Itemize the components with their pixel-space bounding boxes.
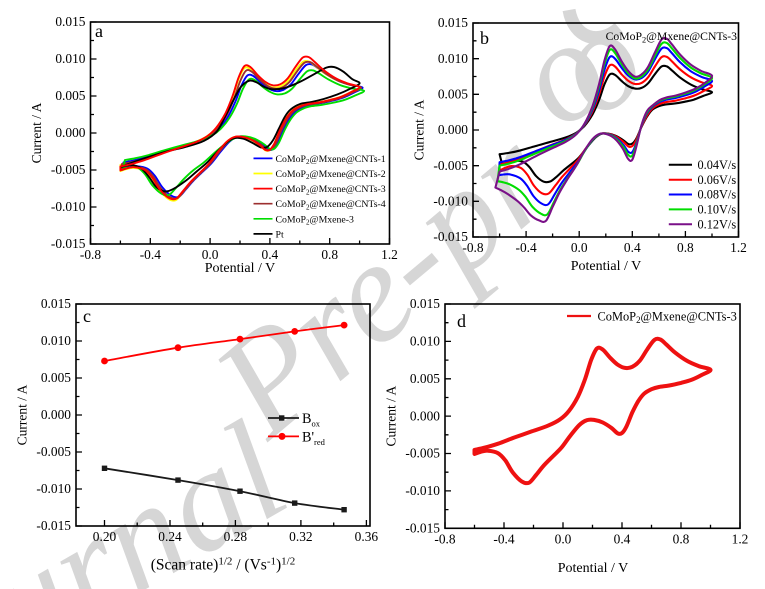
svg-text:1.2: 1.2 (381, 247, 398, 262)
svg-text:-0.015: -0.015 (51, 236, 86, 251)
svg-text:-0.005: -0.005 (405, 446, 440, 461)
svg-text:Current / A: Current / A (384, 385, 399, 446)
svg-text:CoMoP2@Mxene@CNTs-3: CoMoP2@Mxene@CNTs-3 (276, 184, 386, 196)
svg-text:0.000: 0.000 (55, 125, 85, 140)
svg-text:CoMoP2@Mxene@CNTs-3: CoMoP2@Mxene@CNTs-3 (606, 30, 738, 45)
svg-text:1.2: 1.2 (732, 531, 749, 546)
svg-text:-0.005: -0.005 (433, 158, 468, 173)
svg-text:-0.8: -0.8 (462, 240, 484, 255)
svg-text:0.010: 0.010 (438, 51, 468, 66)
svg-text:Potential / V: Potential / V (571, 259, 642, 274)
svg-text:0.015: 0.015 (55, 14, 85, 29)
svg-text:0.010: 0.010 (410, 334, 440, 349)
svg-text:0.06V/s: 0.06V/s (698, 173, 737, 187)
svg-text:-0.4: -0.4 (515, 240, 537, 255)
svg-text:1.2: 1.2 (730, 240, 747, 255)
svg-text:0.32: 0.32 (289, 529, 312, 544)
svg-text:0.005: 0.005 (438, 87, 468, 102)
svg-text:0.000: 0.000 (410, 408, 440, 423)
svg-text:0.015: 0.015 (41, 296, 71, 311)
svg-text:-0.015: -0.015 (36, 518, 71, 533)
svg-text:CoMoP2@Mxene@CNTs-3: CoMoP2@Mxene@CNTs-3 (598, 310, 737, 326)
svg-text:CoMoP2@Mxene@CNTs-4: CoMoP2@Mxene@CNTs-4 (276, 199, 386, 211)
svg-text:0.0: 0.0 (571, 240, 588, 255)
svg-text:CoMoP2@Mxene-3: CoMoP2@Mxene-3 (276, 214, 355, 226)
svg-text:0.28: 0.28 (224, 529, 248, 544)
svg-text:0.000: 0.000 (438, 122, 468, 137)
svg-text:0.4: 0.4 (262, 247, 279, 262)
svg-text:0.010: 0.010 (41, 333, 71, 348)
svg-text:(Scan rate)1/2 / (Vs-1)1/2: (Scan rate)1/2 / (Vs-1)1/2 (151, 556, 295, 574)
svg-text:0.000: 0.000 (41, 407, 71, 422)
svg-text:-0.010: -0.010 (405, 483, 440, 498)
svg-text:0.08V/s: 0.08V/s (698, 188, 737, 202)
svg-text:0.10V/s: 0.10V/s (698, 203, 737, 217)
svg-text:0.8: 0.8 (321, 247, 338, 262)
svg-text:0.12V/s: 0.12V/s (698, 217, 737, 231)
svg-text:0.010: 0.010 (55, 51, 85, 66)
svg-text:0.4: 0.4 (614, 531, 631, 546)
svg-text:-0.010: -0.010 (433, 194, 468, 209)
svg-text:-0.015: -0.015 (405, 521, 440, 536)
svg-text:-0.005: -0.005 (36, 444, 71, 459)
svg-text:Current / A: Current / A (412, 99, 427, 160)
svg-text:CoMoP2@Mxene@CNTs-2: CoMoP2@Mxene@CNTs-2 (276, 169, 386, 181)
svg-text:0.005: 0.005 (41, 370, 71, 385)
svg-text:0.0: 0.0 (202, 247, 219, 262)
svg-text:-0.005: -0.005 (51, 162, 86, 177)
svg-text:0.20: 0.20 (93, 529, 117, 544)
svg-text:0.005: 0.005 (55, 88, 85, 103)
svg-text:c: c (83, 306, 91, 326)
svg-text:b: b (480, 28, 489, 48)
svg-text:0.24: 0.24 (158, 529, 182, 544)
svg-text:0.8: 0.8 (677, 240, 694, 255)
svg-text:Current / A: Current / A (29, 102, 44, 163)
svg-text:0.4: 0.4 (624, 240, 641, 255)
svg-text:0.04V/s: 0.04V/s (698, 158, 737, 172)
svg-text:-0.4: -0.4 (493, 531, 515, 546)
svg-text:-0.015: -0.015 (433, 229, 468, 244)
svg-text:Potential / V: Potential / V (558, 561, 629, 576)
svg-text:0.015: 0.015 (410, 296, 440, 311)
svg-text:-0.010: -0.010 (51, 199, 86, 214)
svg-text:-0.4: -0.4 (140, 247, 162, 262)
svg-text:-0.010: -0.010 (36, 481, 71, 496)
svg-text:CoMoP2@Mxene@CNTs-1: CoMoP2@Mxene@CNTs-1 (276, 154, 386, 166)
svg-text:Potential / V: Potential / V (205, 261, 276, 276)
svg-text:-0.8: -0.8 (434, 531, 456, 546)
svg-text:d: d (457, 311, 466, 331)
svg-text:a: a (95, 21, 103, 41)
svg-text:Pt: Pt (276, 229, 284, 240)
svg-text:0.8: 0.8 (673, 531, 690, 546)
svg-text:0.015: 0.015 (438, 15, 468, 30)
svg-text:0.36: 0.36 (355, 529, 379, 544)
svg-text:-0.8: -0.8 (80, 247, 102, 262)
svg-text:0.005: 0.005 (410, 371, 440, 386)
svg-text:Current / A: Current / A (15, 384, 30, 445)
svg-text:0.0: 0.0 (555, 531, 572, 546)
